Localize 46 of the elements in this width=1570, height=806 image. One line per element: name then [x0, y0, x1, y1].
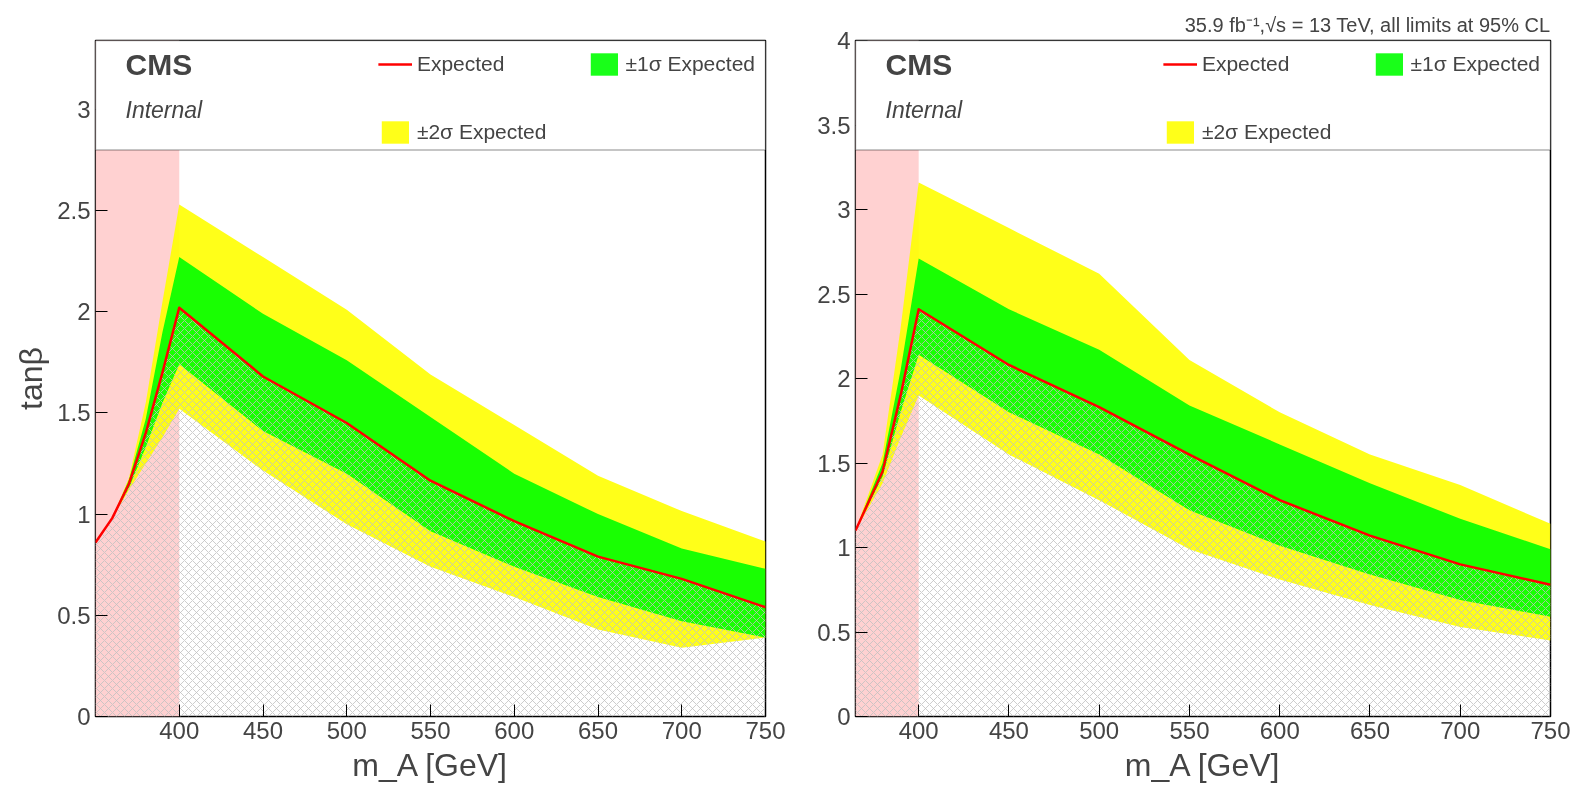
legend-label: ±1σ Expected	[625, 52, 755, 76]
x-tick-label: 650	[577, 716, 619, 744]
x-axis-title: m_A [GeV]	[352, 746, 507, 783]
y-tick-label: 2.5	[57, 197, 91, 225]
legend-label: Expected	[1201, 52, 1290, 76]
x-tick-label: 400	[159, 716, 200, 744]
y-tick-label: 0	[837, 703, 851, 730]
x-tick-label: 750	[1530, 716, 1570, 744]
x-tick-label: 550	[410, 716, 451, 744]
annotation: Internal	[125, 96, 204, 123]
x-tick-label: 550	[1169, 716, 1210, 744]
annotation: CMS	[125, 47, 193, 81]
x-tick-label: 450	[988, 716, 1029, 744]
x-tick-label: 750	[745, 716, 786, 744]
y-tick-label: 0.5	[817, 618, 851, 646]
legend-label: ±2σ Expected	[416, 120, 547, 144]
y-tick-label: 2	[77, 298, 91, 326]
x-tick-label: 400	[898, 716, 939, 744]
y-tick-label: 1.5	[817, 449, 851, 477]
y-tick-label: 3	[837, 196, 851, 223]
x-tick-label: 700	[661, 716, 702, 744]
legend-label: Expected	[416, 52, 505, 76]
x-tick-label: 600	[1259, 716, 1300, 744]
y-tick-label: 0.5	[57, 601, 91, 629]
y-tick-label: 2	[837, 365, 851, 392]
y-tick-label: 2.5	[817, 280, 851, 308]
x-tick-label: 600	[494, 716, 535, 744]
y-tick-label: 3.5	[817, 111, 851, 139]
legend-label: ±2σ Expected	[1201, 120, 1332, 144]
y-tick-label: 1	[77, 500, 91, 528]
x-tick-label: 650	[1349, 716, 1391, 744]
legend-label: ±1σ Expected	[1410, 52, 1540, 76]
x-tick-label: 450	[242, 716, 284, 744]
x-tick-label: 500	[1079, 716, 1120, 744]
y-tick-label: 1.5	[57, 399, 91, 427]
annotation: Internal	[885, 96, 964, 123]
x-axis-title: m_A [GeV]	[1124, 746, 1280, 783]
annotation: CMS	[885, 47, 953, 81]
y-axis-title: tanβ	[13, 347, 50, 410]
y-tick-label: 4	[837, 27, 851, 54]
x-tick-label: 500	[326, 716, 367, 744]
chart-title: 35.9 fb⁻¹,√s = 13 TeV, all limits at 95% CL	[1184, 13, 1551, 36]
y-tick-label: 1	[837, 534, 851, 561]
y-tick-label: 0	[77, 703, 91, 730]
y-tick-label: 3	[77, 95, 91, 123]
x-tick-label: 700	[1440, 716, 1481, 744]
